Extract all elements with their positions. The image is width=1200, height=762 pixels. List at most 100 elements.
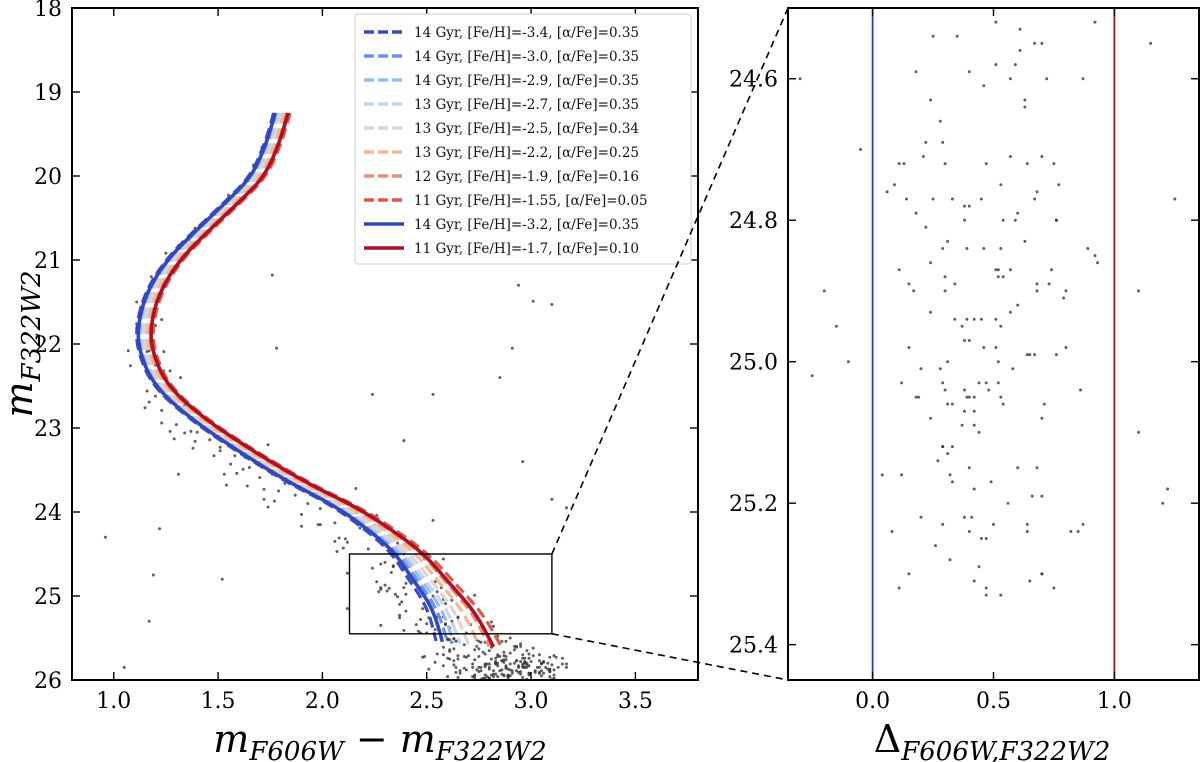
star-point xyxy=(540,674,543,678)
star-point xyxy=(1008,310,1012,314)
zoom-axes-frame xyxy=(787,7,1200,681)
star-point xyxy=(103,535,107,539)
x-tick-label: 1.0 xyxy=(96,689,131,714)
star-point xyxy=(416,629,420,633)
star-point xyxy=(1008,77,1012,81)
star-point xyxy=(162,350,166,354)
star-point xyxy=(977,430,981,434)
star-point xyxy=(483,663,487,667)
star-point xyxy=(984,162,988,166)
star-point xyxy=(548,670,552,674)
star-point xyxy=(970,515,974,519)
star-point xyxy=(892,183,896,187)
zoom-x-ticks: 0.0 0.5 1.0 xyxy=(855,8,1132,714)
star-point xyxy=(335,550,339,553)
y-tick-label: 25.2 xyxy=(729,492,778,517)
zoom-connector-top xyxy=(551,7,789,555)
star-point xyxy=(963,388,966,392)
x-tick-label: 2.0 xyxy=(305,689,340,714)
legend-label: 14 Gyr, [Fe/H]=-3.2, [α/Fe]=0.35 xyxy=(414,217,639,233)
star-point xyxy=(191,446,195,450)
star-point xyxy=(512,648,516,652)
star-point xyxy=(525,649,529,653)
star-point xyxy=(996,268,1000,272)
star-point xyxy=(1096,261,1099,265)
star-point xyxy=(537,653,541,657)
star-point xyxy=(996,360,1000,364)
star-point xyxy=(1006,501,1010,505)
star-point xyxy=(1025,530,1029,533)
star-point xyxy=(1149,41,1153,45)
star-point xyxy=(496,653,500,657)
star-point xyxy=(972,395,976,399)
star-point xyxy=(982,84,986,88)
star-point xyxy=(972,423,976,427)
star-point xyxy=(462,666,466,670)
star-point xyxy=(1008,155,1012,158)
cmd-x-axis-label: mF606W − mF322W2 xyxy=(213,717,546,762)
star-point xyxy=(984,586,988,590)
star-point xyxy=(512,644,516,648)
y-tick-label: 21 xyxy=(34,249,62,274)
star-point xyxy=(1025,353,1029,357)
star-point xyxy=(160,408,164,412)
star-point xyxy=(921,155,925,158)
star-point xyxy=(444,602,447,606)
star-point xyxy=(143,406,147,410)
star-point xyxy=(965,317,969,321)
star-point xyxy=(967,395,971,399)
star-point xyxy=(987,388,991,392)
star-point xyxy=(979,537,983,540)
star-point xyxy=(494,660,498,663)
star-point xyxy=(506,675,510,679)
star-point xyxy=(531,654,535,658)
star-point xyxy=(994,317,998,321)
star-point xyxy=(1001,218,1005,222)
star-point xyxy=(218,449,222,453)
star-point xyxy=(994,20,998,24)
star-point xyxy=(471,665,475,669)
y-tick-label: 24.6 xyxy=(729,68,778,93)
star-point xyxy=(560,656,564,660)
star-point xyxy=(977,381,981,385)
star-point xyxy=(1035,466,1039,470)
star-point xyxy=(377,590,381,594)
star-point xyxy=(798,77,802,81)
star-point xyxy=(941,522,945,526)
star-point xyxy=(515,669,518,673)
star-point xyxy=(473,648,477,652)
star-point xyxy=(984,593,988,597)
x-tick-label: 3.0 xyxy=(514,689,549,714)
star-point xyxy=(498,376,502,380)
star-point xyxy=(135,300,139,304)
star-point xyxy=(485,675,489,679)
star-point xyxy=(941,381,945,385)
star-point xyxy=(1093,254,1097,258)
star-point xyxy=(931,34,935,38)
star-point xyxy=(343,537,347,541)
y-tick-label: 24.8 xyxy=(729,209,778,234)
star-point xyxy=(377,0,380,2)
star-point xyxy=(189,429,193,433)
star-point xyxy=(989,480,993,484)
star-point xyxy=(1069,530,1073,533)
star-point xyxy=(515,644,518,648)
star-point xyxy=(504,666,508,670)
star-point xyxy=(517,664,520,668)
star-point xyxy=(266,505,270,509)
star-point xyxy=(900,473,904,477)
star-point xyxy=(523,665,527,669)
star-point xyxy=(1062,296,1066,300)
star-point xyxy=(1033,197,1037,201)
star-point xyxy=(1050,268,1053,272)
star-point xyxy=(452,637,456,641)
star-point xyxy=(435,652,439,656)
star-point xyxy=(924,140,928,144)
star-point xyxy=(1008,268,1012,272)
star-point xyxy=(542,660,546,663)
star-point xyxy=(1052,586,1056,590)
legend: 14 Gyr, [Fe/H]=-3.4, [α/Fe]=0.35 14 Gyr, … xyxy=(354,13,692,265)
star-point xyxy=(473,674,477,678)
star-point xyxy=(1018,48,1022,52)
